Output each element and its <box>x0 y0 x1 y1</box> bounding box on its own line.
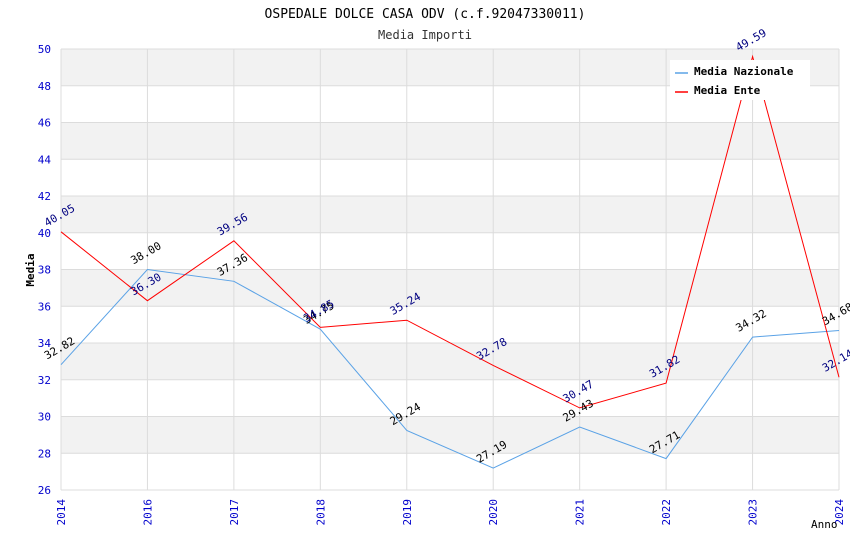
x-tick-label: 2022 <box>660 499 673 526</box>
chart-title: OSPEDALE DOLCE CASA ODV (c.f.92047330011… <box>265 7 586 22</box>
x-tick-label: 2018 <box>314 499 327 526</box>
x-tick-label: 2023 <box>747 499 760 526</box>
legend: Media Nazionale Media Ente <box>670 60 810 100</box>
data-label-media-nazionale: 34.32 <box>734 307 769 335</box>
y-tick-label: 32 <box>38 374 51 387</box>
y-tick-label: 30 <box>38 411 51 424</box>
x-tick-labels: 2014 2016 2017 2018 2019 2020 2021 2022 2023 2024 <box>55 499 846 526</box>
y-tick-label: 28 <box>38 447 51 460</box>
grid-band <box>61 343 839 380</box>
grid-band <box>61 269 839 307</box>
y-tick-label: 38 <box>38 264 51 277</box>
y-tick-label: 46 <box>38 117 51 130</box>
data-label-media-nazionale: 38.00 <box>128 239 163 267</box>
y-tick-label: 40 <box>38 227 51 240</box>
series-line-media-nazionale <box>60 268 840 469</box>
grid-band <box>61 122 839 160</box>
y-tick-label: 42 <box>38 190 51 203</box>
x-tick-label: 2019 <box>401 499 414 526</box>
y-axis-label: Media <box>24 253 37 286</box>
x-tick-label: 2021 <box>574 499 587 526</box>
y-tick-label: 34 <box>38 337 52 350</box>
legend-box <box>670 60 810 100</box>
y-tick-label: 50 <box>38 43 51 56</box>
x-tick-label: 2017 <box>228 499 241 526</box>
grid-band <box>61 196 839 233</box>
axes <box>60 49 839 491</box>
x-tick-label: 2024 <box>833 499 846 526</box>
chart-subtitle: Media Importi <box>378 28 472 42</box>
y-tick-label: 48 <box>38 80 51 93</box>
x-tick-label: 2016 <box>141 499 154 526</box>
x-tick-label: 2014 <box>55 499 68 526</box>
legend-label-media-ente: Media Ente <box>694 84 761 97</box>
grid-band <box>61 416 839 454</box>
x-tick-label: 2020 <box>487 499 500 526</box>
y-tick-labels: 26 28 30 32 34 36 38 40 42 44 46 48 50 <box>38 43 52 497</box>
x-axis-label: Anno <box>811 518 838 531</box>
y-tick-label: 36 <box>38 300 51 313</box>
y-tick-label: 44 <box>38 153 52 166</box>
y-tick-label: 26 <box>38 484 51 497</box>
background-bands <box>61 49 839 454</box>
legend-label-media-nazionale: Media Nazionale <box>694 65 794 78</box>
series-line-media-ente <box>60 54 840 409</box>
series-lines <box>60 54 840 469</box>
